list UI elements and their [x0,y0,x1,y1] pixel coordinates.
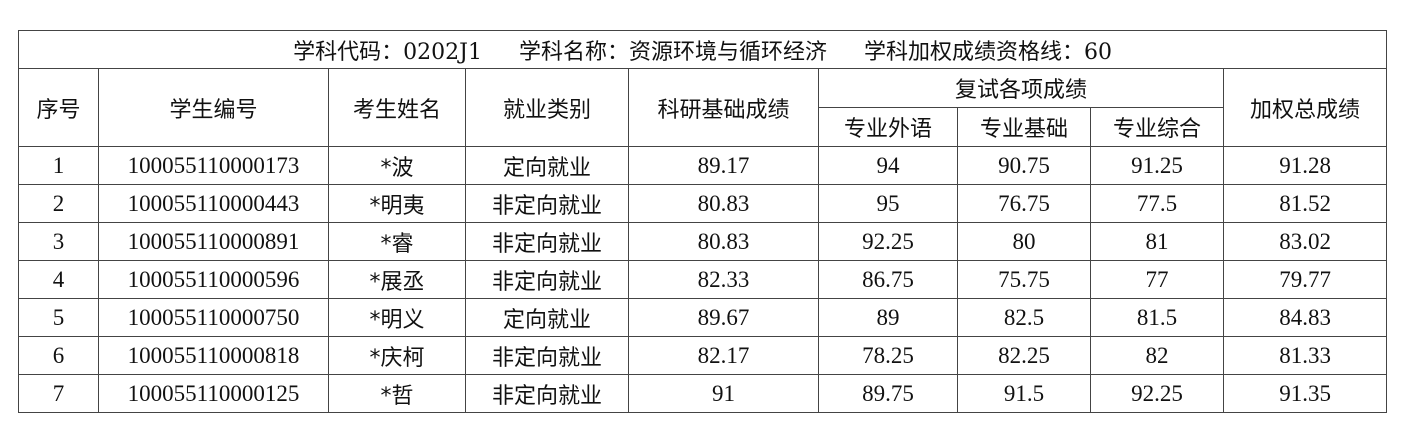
cell-comp: 81 [1090,222,1224,261]
cell-type: 非定向就业 [465,222,629,261]
cell-id: 100055110000891 [98,222,329,261]
cell-id: 100055110000818 [98,336,329,375]
cell-type: 非定向就业 [465,374,629,413]
cell-research: 91 [628,374,819,413]
col-student-id: 学生编号 [98,68,329,147]
col-foreign: 专业外语 [818,107,958,147]
cell-total: 91.35 [1222,374,1388,413]
cell-seq: 3 [18,222,99,261]
cell-total: 81.33 [1222,336,1388,375]
cell-total: 91.28 [1222,146,1388,185]
col-basic: 专业基础 [957,107,1091,147]
table-row: 4 100055110000596 *展丞 非定向就业 82.33 86.75 75.75 7… [18,260,1388,299]
cell-total: 83.02 [1222,222,1388,261]
cell-total: 81.52 [1222,184,1388,223]
cell-basic: 80 [957,222,1091,261]
cell-comp: 77.5 [1090,184,1224,223]
cell-foreign: 95 [818,184,958,223]
cell-type: 定向就业 [465,298,629,337]
table-row: 1 100055110000173 *波 定向就业 89.17 94 90.75 91.25 9… [18,146,1388,185]
table-row: 5 100055110000750 *明义 定向就业 89.67 89 82.5 81.5 84… [18,298,1388,337]
cell-basic: 82.5 [957,298,1091,337]
col-seq: 序号 [18,68,99,147]
cell-type: 非定向就业 [465,260,629,299]
cell-foreign: 89.75 [818,374,958,413]
cell-id: 100055110000596 [98,260,329,299]
cell-total: 84.83 [1222,298,1388,337]
col-weighted: 加权总成绩 [1222,68,1388,147]
cell-foreign: 86.75 [818,260,958,299]
cell-seq: 5 [18,298,99,337]
col-employment: 就业类别 [465,68,629,147]
cell-research: 89.67 [628,298,819,337]
cell-name: *波 [328,146,466,185]
cell-name: *明义 [328,298,466,337]
cell-seq: 1 [18,146,99,185]
cell-comp: 91.25 [1090,146,1224,185]
col-retest-group: 复试各项成绩 [818,68,1224,108]
col-name: 考生姓名 [328,68,466,147]
table-row: 6 100055110000818 *庆柯 非定向就业 82.17 78.25 82.25 8… [18,336,1388,375]
col-research: 科研基础成绩 [628,68,819,147]
cell-basic: 75.75 [957,260,1091,299]
subject-code: 学科代码：0202J1 [293,39,482,65]
cell-name: *展丞 [328,260,466,299]
qualification-line: 学科加权成绩资格线：60 [863,39,1112,65]
cell-foreign: 92.25 [818,222,958,261]
cell-comp: 82 [1090,336,1224,375]
cell-type: 定向就业 [465,146,629,185]
cell-type: 非定向就业 [465,336,629,375]
cell-type: 非定向就业 [465,184,629,223]
table-row: 3 100055110000891 *睿 非定向就业 80.83 92.25 80 81 83.… [18,222,1388,261]
cell-id: 100055110000443 [98,184,329,223]
cell-research: 80.83 [628,222,819,261]
cell-basic: 90.75 [957,146,1091,185]
cell-seq: 2 [18,184,99,223]
cell-basic: 82.25 [957,336,1091,375]
cell-comp: 77 [1090,260,1224,299]
cell-research: 89.17 [628,146,819,185]
cell-basic: 76.75 [957,184,1091,223]
cell-comp: 92.25 [1090,374,1224,413]
cell-id: 100055110000125 [98,374,329,413]
cell-research: 80.83 [628,184,819,223]
subject-info-row: 学科代码：0202J1 学科名称：资源环境与循环经济 学科加权成绩资格线：60 [17,30,1388,69]
cell-foreign: 94 [818,146,958,185]
cell-research: 82.33 [628,260,819,299]
score-table: 学科代码：0202J1 学科名称：资源环境与循环经济 学科加权成绩资格线：60 … [17,30,1388,413]
cell-id: 100055110000750 [98,298,329,337]
cell-seq: 6 [18,336,99,375]
cell-basic: 91.5 [957,374,1091,413]
cell-seq: 4 [18,260,99,299]
cell-foreign: 78.25 [818,336,958,375]
subject-name: 学科名称：资源环境与循环经济 [518,39,827,65]
cell-comp: 81.5 [1090,298,1224,337]
table-row: 7 100055110000125 *哲 非定向就业 91 89.75 91.5 92.25 9… [18,374,1388,413]
cell-name: *明夷 [328,184,466,223]
cell-name: *哲 [328,374,466,413]
cell-name: *睿 [328,222,466,261]
table-row: 2 100055110000443 *明夷 非定向就业 80.83 95 76.75 77.5… [18,184,1388,223]
cell-id: 100055110000173 [98,146,329,185]
cell-seq: 7 [18,374,99,413]
cell-research: 82.17 [628,336,819,375]
cell-foreign: 89 [818,298,958,337]
col-comprehensive: 专业综合 [1090,107,1224,147]
cell-total: 79.77 [1222,260,1388,299]
cell-name: *庆柯 [328,336,466,375]
